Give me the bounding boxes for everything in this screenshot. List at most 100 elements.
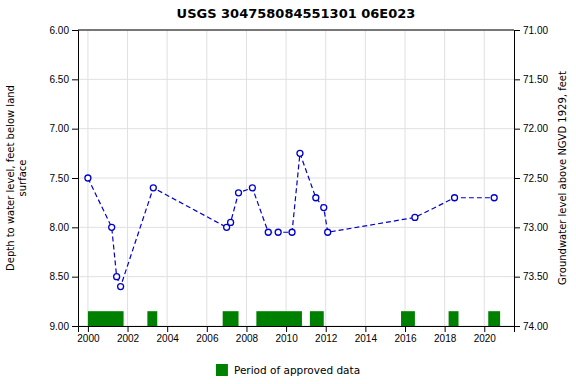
tick: 2004	[157, 326, 180, 344]
tick-label: 2006	[196, 333, 219, 344]
approved-period	[449, 311, 459, 326]
data-point	[412, 214, 418, 220]
data-line	[88, 153, 494, 286]
tick: 73.50	[514, 271, 548, 282]
y-axis-label-line: Depth to water level, feet below land	[5, 85, 16, 271]
tick-label: 7.50	[50, 173, 70, 184]
tick-label: 2004	[157, 333, 180, 344]
tick-mark	[514, 277, 520, 278]
legend: Period of approved data	[216, 364, 360, 376]
marks	[85, 150, 500, 326]
tick-label: 8.00	[50, 222, 70, 233]
tick: 2018	[434, 326, 457, 344]
approved-period	[88, 311, 124, 326]
data-point	[114, 274, 120, 280]
data-point	[275, 229, 281, 235]
tick: 2002	[117, 326, 140, 344]
tick: 2010	[275, 326, 298, 344]
axis-line	[515, 31, 521, 327]
tick-mark	[514, 227, 520, 228]
tick: 2008	[236, 326, 259, 344]
legend-swatch	[216, 364, 228, 376]
data-point	[325, 229, 331, 235]
tick-mark	[514, 178, 520, 179]
tick-label: 73.00	[523, 222, 548, 233]
tick-mark	[246, 326, 247, 332]
data-point	[236, 190, 242, 196]
tick: 2012	[315, 326, 338, 344]
tick: 8.00	[50, 222, 78, 233]
tick: 6.50	[50, 74, 78, 85]
tick-label: 6.50	[50, 74, 70, 85]
chart: 2000200220042006200820102012201420162018…	[0, 0, 576, 384]
y2-axis-label: Groundwater level above NGVD 1929, feet	[557, 71, 568, 285]
tick: 2006	[196, 326, 219, 344]
tick-mark	[72, 178, 78, 179]
data-point	[85, 175, 91, 181]
tick-mark	[128, 326, 129, 332]
approved-period	[223, 311, 239, 326]
data-point	[321, 205, 327, 211]
tick-label: 8.50	[50, 271, 70, 282]
data-point	[249, 185, 255, 191]
tick: 72.00	[514, 123, 548, 134]
tick: 2020	[474, 326, 497, 344]
tick-label: 2010	[275, 333, 298, 344]
data-point	[150, 185, 156, 191]
grid-line	[78, 128, 514, 129]
tick-mark	[514, 30, 520, 31]
tick-mark	[167, 326, 168, 332]
grid-line	[78, 227, 514, 228]
data-point	[118, 284, 124, 290]
tick-label: 72.50	[523, 173, 548, 184]
grid-line	[78, 79, 514, 80]
tick: 73.00	[514, 222, 548, 233]
tick: 7.00	[50, 123, 78, 134]
data-point	[452, 195, 458, 201]
tick-label: 2002	[117, 333, 140, 344]
tick-mark	[514, 326, 520, 327]
title: USGS 304758084551301 06E023	[177, 6, 416, 21]
grid-line	[78, 276, 514, 277]
tick-mark	[405, 326, 406, 332]
tick: 7.50	[50, 173, 78, 184]
tick-label: 9.00	[50, 321, 70, 332]
tick-mark	[72, 277, 78, 278]
data-point	[289, 229, 295, 235]
data-point	[265, 229, 271, 235]
y-axis-label: Depth to water level, feet below landsur…	[5, 85, 28, 271]
y-axis-label-line: surface	[17, 160, 28, 197]
approved-period	[310, 311, 324, 326]
plot: 2000200220042006200820102012201420162018…	[5, 25, 568, 344]
tick-label: 6.00	[50, 25, 70, 36]
tick-mark	[514, 79, 520, 80]
y2-axis: 74.00 73.50 73.00 72.50 72.00 71.50 71.00	[514, 25, 548, 332]
tick-label: 7.00	[50, 123, 70, 134]
tick-label: 71.00	[523, 25, 548, 36]
tick-mark	[326, 326, 327, 332]
data-point	[491, 195, 497, 201]
tick-label: 74.00	[523, 321, 548, 332]
tick-mark	[72, 326, 78, 327]
tick-mark	[445, 326, 446, 332]
grid-line	[78, 30, 514, 31]
tick-label: 71.50	[523, 74, 548, 85]
tick-label: 2014	[355, 333, 378, 344]
approved-period	[256, 311, 302, 326]
tick-label: 2000	[77, 333, 100, 344]
tick: 71.50	[514, 74, 548, 85]
legend-label: Period of approved data	[234, 364, 360, 376]
tick: 2014	[355, 326, 378, 344]
grid-line	[78, 178, 514, 179]
tick: 9.00	[50, 321, 78, 332]
data-point	[228, 219, 234, 225]
y-axis: 6.00 6.50 7.00 7.50 8.00 8.50 9.00	[50, 25, 79, 332]
axis-line	[72, 31, 79, 327]
tick-mark	[72, 79, 78, 80]
data-point	[109, 224, 115, 230]
tick-label: 73.50	[523, 271, 548, 282]
tick-mark	[484, 326, 485, 332]
tick-mark	[88, 326, 89, 332]
data-point	[297, 150, 303, 156]
tick-label: 2018	[434, 333, 457, 344]
